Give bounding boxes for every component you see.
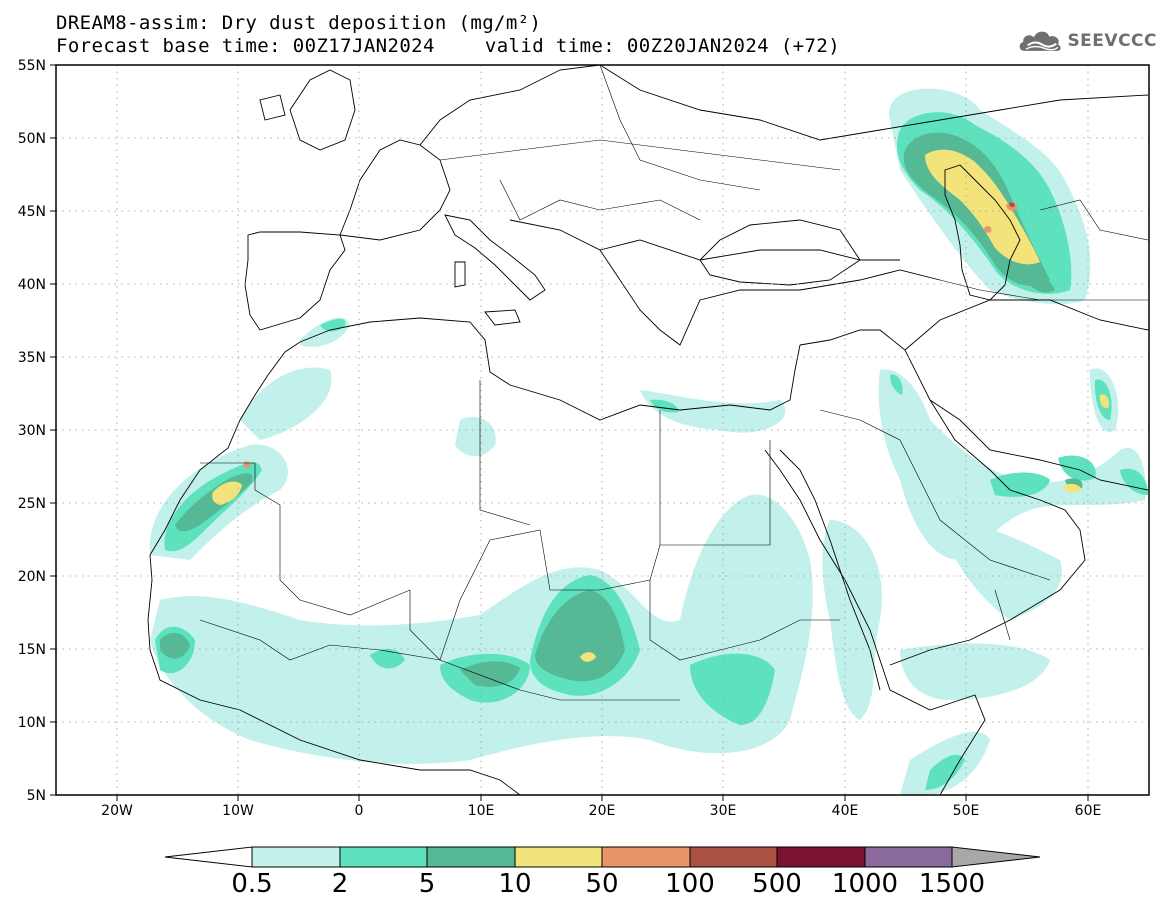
axis-ticks — [50, 64, 1089, 801]
colorbar-bin — [251, 846, 341, 868]
lat-tick-label: 20N — [18, 569, 46, 585]
lat-tick-label: 55N — [18, 58, 46, 74]
lat-tick-label: 10N — [18, 715, 46, 731]
colorbar-bin — [864, 846, 953, 868]
lat-tick-label: 30N — [18, 423, 46, 439]
lon-tick-label: 60E — [1075, 803, 1102, 819]
lon-tick-label: 0 — [355, 803, 364, 819]
lat-tick-label: 15N — [18, 642, 46, 658]
valid-time: valid time: 00Z20JAN2024 (+72) — [484, 35, 841, 57]
lat-tick-label: 25N — [18, 496, 46, 512]
colorbar-label: 1500 — [918, 869, 986, 899]
colorbar-label: 100 — [665, 869, 715, 899]
lat-tick-label: 45N — [18, 204, 46, 220]
colorbar-label: 50 — [585, 869, 619, 899]
colorbar — [164, 846, 1041, 868]
map-title: DREAM8-assim: Dry dust deposition (mg/m²… — [56, 12, 542, 34]
colorbar-label: 10 — [498, 869, 532, 899]
lon-tick-label: 20W — [101, 803, 133, 819]
colorbar-label: 1000 — [831, 869, 899, 899]
colorbar-label: 5 — [418, 869, 436, 899]
cloud-logo-icon — [1019, 31, 1061, 51]
colorbar-label: 500 — [752, 869, 802, 899]
lat-tick-labels: 5N 10N 15N 20N 25N 30N 35N 40N 45N 50N 5… — [18, 58, 46, 804]
colorbar-bin — [514, 846, 603, 868]
graticule — [56, 65, 1149, 795]
colorbar-bin — [689, 846, 778, 868]
seevccc-logo: SEEVCCC — [1017, 26, 1157, 56]
logo-text: SEEVCCC — [1067, 31, 1157, 51]
colorbar-over-triangle — [951, 846, 1041, 868]
colorbar-label: 0.5 — [231, 869, 273, 899]
borders-layer — [199, 65, 1149, 701]
coastlines-layer — [147, 65, 1149, 795]
dust-field-layer — [149, 88, 1148, 795]
colorbar-bin — [776, 846, 866, 868]
lon-tick-label: 20E — [589, 803, 616, 819]
base-time: Forecast base time: 00Z17JAN2024 — [56, 35, 435, 57]
forecast-times: Forecast base time: 00Z17JAN2024 valid ti… — [56, 35, 840, 57]
colorbar-under-triangle — [164, 846, 253, 868]
lon-tick-label: 30E — [710, 803, 737, 819]
colorbar-label: 2 — [331, 869, 349, 899]
colorbar-bin — [426, 846, 516, 868]
lon-tick-labels: 20W 10W 0 10E 20E 30E 40E 50E 60E — [101, 803, 1101, 819]
lat-tick-label: 40N — [18, 277, 46, 293]
lon-tick-label: 10W — [222, 803, 254, 819]
lat-tick-label: 50N — [18, 131, 46, 147]
lat-tick-label: 5N — [27, 788, 46, 804]
lon-tick-label: 50E — [953, 803, 980, 819]
lon-tick-label: 40E — [832, 803, 859, 819]
lon-tick-label: 10E — [468, 803, 495, 819]
colorbar-bin — [339, 846, 428, 868]
lat-tick-label: 35N — [18, 350, 46, 366]
colorbar-bin — [601, 846, 691, 868]
